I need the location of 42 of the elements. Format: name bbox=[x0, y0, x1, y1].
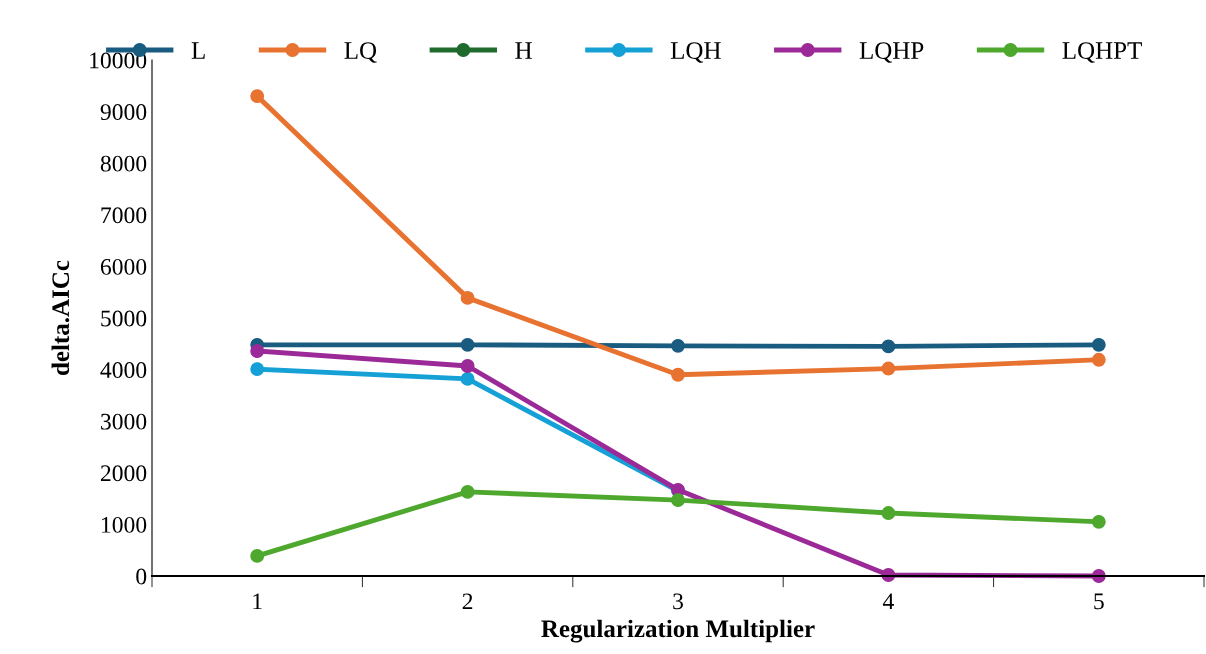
point bbox=[671, 338, 685, 353]
x-tick-label: 4 bbox=[882, 593, 894, 610]
y-tick-label: 10000 bbox=[90, 52, 147, 69]
point bbox=[460, 337, 475, 352]
x-tick-label: 3 bbox=[673, 593, 683, 610]
point bbox=[250, 362, 265, 377]
point bbox=[881, 506, 896, 520]
point bbox=[671, 367, 685, 382]
point bbox=[460, 359, 475, 373]
legend-label: LQHPT bbox=[1062, 42, 1142, 63]
legend-label: LQH bbox=[670, 42, 721, 63]
x-tick-label: 1 bbox=[253, 593, 262, 610]
point bbox=[881, 339, 896, 354]
point bbox=[250, 548, 265, 563]
y-tick-label: 8000 bbox=[100, 155, 147, 172]
y-tick-label: 5000 bbox=[101, 310, 147, 327]
point bbox=[250, 89, 265, 104]
y-tick-label: 6000 bbox=[100, 258, 147, 275]
point bbox=[460, 484, 475, 499]
y-tick-label: 7000 bbox=[101, 207, 147, 224]
point bbox=[1091, 337, 1106, 352]
x-tick-label: 5 bbox=[1094, 593, 1104, 610]
x-tick-label: 2 bbox=[462, 593, 473, 610]
point bbox=[460, 371, 475, 386]
y-axis-title: delta.AICc bbox=[51, 260, 70, 375]
point bbox=[671, 493, 685, 508]
point bbox=[1091, 514, 1106, 529]
point bbox=[460, 290, 475, 305]
legend-label: L bbox=[191, 42, 205, 59]
y-tick-label: 9000 bbox=[100, 104, 147, 121]
y-tick-label: 3000 bbox=[101, 413, 147, 430]
point bbox=[250, 344, 265, 358]
legend-label: H bbox=[515, 42, 532, 59]
legend-label: LQ bbox=[344, 42, 377, 63]
y-tick-label: 1000 bbox=[101, 516, 147, 533]
x-axis-title: Regularization Multiplier bbox=[541, 619, 815, 643]
legend-label: LQHP bbox=[859, 42, 924, 63]
point bbox=[1091, 352, 1106, 367]
y-tick-label: 2000 bbox=[100, 465, 147, 482]
point bbox=[881, 361, 896, 376]
y-tick-label: 4000 bbox=[100, 362, 147, 379]
y-tick-label: 0 bbox=[136, 568, 147, 585]
